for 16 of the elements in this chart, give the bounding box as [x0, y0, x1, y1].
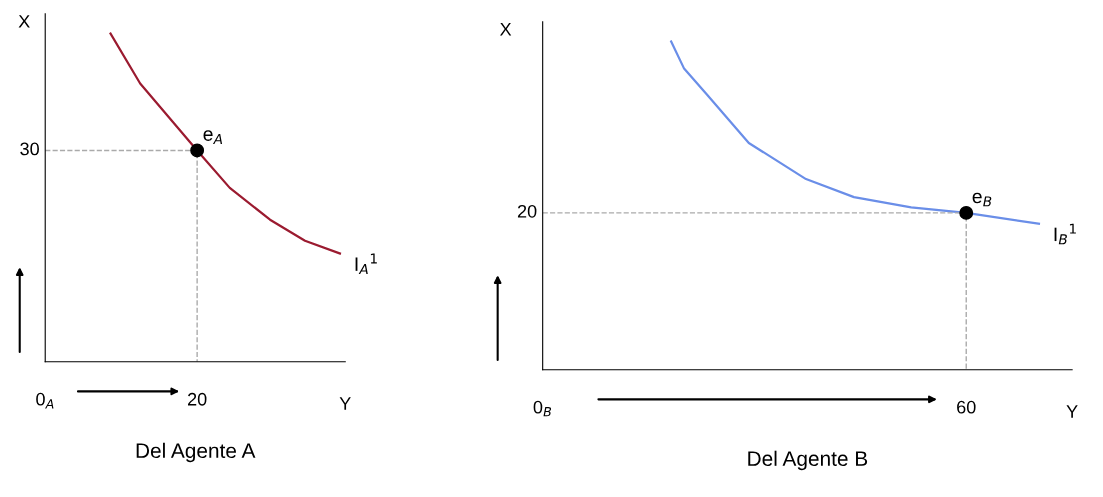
annotation: 30 — [20, 142, 39, 156]
x-tick-label: 20 — [188, 392, 207, 406]
x-tick-label: 0$_{A}$ — [36, 392, 54, 409]
series-label: I$_{A}$$^{1}$ — [355, 253, 377, 275]
x-axis-title: Y — [339, 397, 351, 410]
text: Del Agente B — [748, 450, 868, 471]
series-label: I$_{B}$$^{1}$ — [1054, 223, 1076, 245]
x-tick-label: 0$_{B}$ — [533, 400, 552, 417]
annotation: e$_{B}$ — [972, 192, 992, 207]
x-tick-label: 60 — [957, 400, 976, 414]
text: Del Agente A — [136, 442, 256, 463]
y-axis-title: X — [18, 15, 30, 28]
annotation: 20 — [517, 204, 537, 218]
y-axis-title: X — [500, 23, 512, 36]
annotation: e$_{A}$ — [203, 130, 223, 144]
x-axis-title: Y — [1066, 405, 1078, 418]
